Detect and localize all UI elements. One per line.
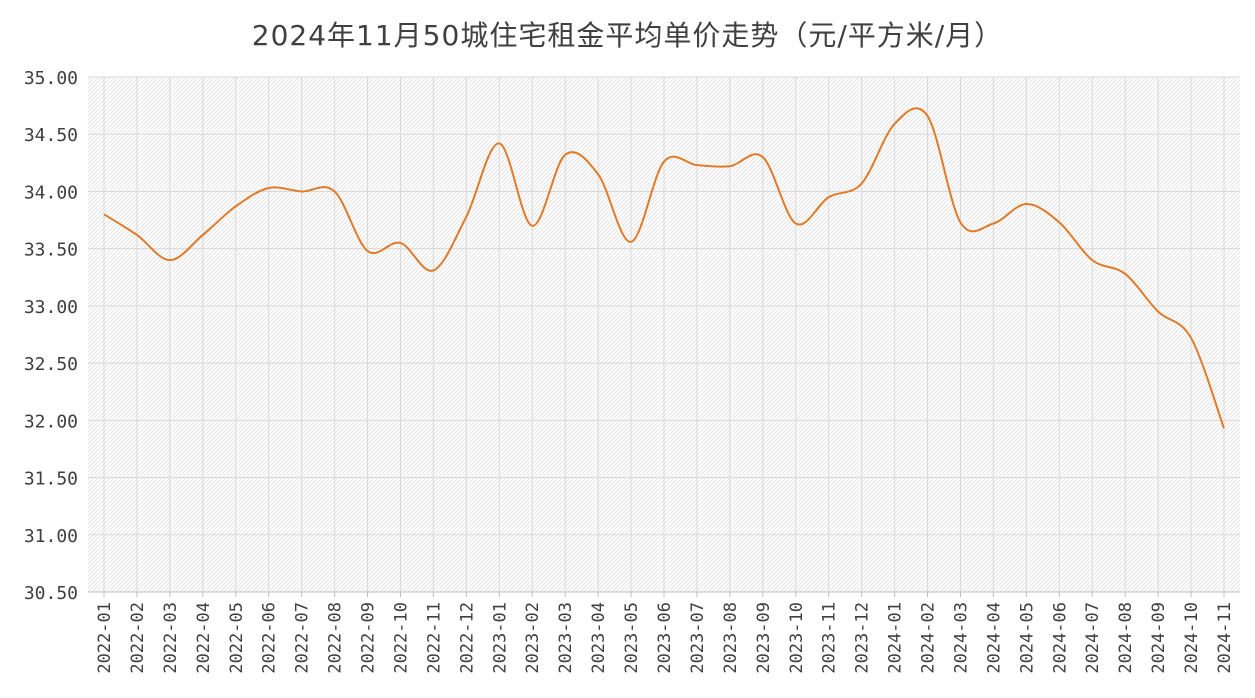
data-point — [267, 187, 270, 190]
x-tick-label: 2022-06 — [260, 602, 280, 674]
data-point — [201, 233, 204, 236]
data-point — [1157, 310, 1160, 313]
x-axis: 2022-01 2022-02 2022-03 2022-04 2022-05 2022-… — [88, 591, 1240, 674]
y-tick-label: 33.00 — [24, 297, 78, 318]
x-tick-label: 2024-09 — [1149, 602, 1169, 674]
x-tick-label: 2023-09 — [754, 602, 774, 674]
data-point — [465, 215, 468, 218]
x-tick-label: 2024-03 — [951, 602, 971, 674]
y-tick-label: 32.50 — [24, 354, 78, 375]
x-tick-label: 2024-08 — [1116, 602, 1136, 674]
data-point — [1124, 272, 1127, 275]
x-tick-label: 2022-07 — [293, 602, 313, 674]
x-tick-label: 2023-02 — [523, 602, 543, 674]
data-point — [1025, 203, 1028, 206]
data-point — [1091, 259, 1094, 262]
x-tick-label: 2023-12 — [853, 602, 873, 674]
x-tick-label: 2022-12 — [457, 602, 477, 674]
x-tick-label: 2023-10 — [787, 602, 807, 674]
x-tick-label: 2023-01 — [490, 602, 510, 674]
x-tick-label: 2022-01 — [95, 602, 115, 674]
data-point — [498, 142, 501, 145]
y-tick-label: 31.00 — [24, 526, 78, 547]
data-point — [992, 222, 995, 225]
data-point — [959, 221, 962, 224]
x-tick-label: 2023-05 — [622, 602, 642, 674]
data-point — [1190, 336, 1193, 339]
data-point — [728, 165, 731, 168]
x-tick-label: 2024-10 — [1182, 602, 1202, 674]
data-point — [366, 249, 369, 252]
x-tick-label: 2023-11 — [820, 602, 840, 674]
x-tick-label: 2022-03 — [161, 602, 181, 674]
series-layer — [103, 107, 1226, 430]
x-tick-label: 2022-09 — [359, 602, 379, 674]
x-tick-label: 2022-08 — [326, 602, 346, 674]
x-tick-label: 2023-03 — [556, 602, 576, 674]
data-point — [663, 160, 666, 163]
x-tick-label: 2024-06 — [1050, 602, 1070, 674]
x-tick-label: 2024-01 — [886, 602, 906, 674]
chart-title: 2024年11月50城住宅租金平均单价走势（元/平方米/月） — [251, 19, 1004, 52]
data-point — [893, 122, 896, 125]
data-point — [432, 269, 435, 272]
y-tick-label: 34.00 — [24, 182, 78, 203]
data-point — [695, 164, 698, 167]
x-tick-label: 2023-06 — [655, 602, 675, 674]
series-line — [103, 107, 1225, 429]
x-tick-label: 2022-11 — [424, 602, 444, 674]
data-point — [597, 173, 600, 176]
data-point — [168, 259, 171, 262]
data-point — [827, 196, 830, 199]
data-point — [333, 190, 336, 193]
data-point — [1223, 427, 1226, 430]
y-tick-label: 33.50 — [24, 240, 78, 261]
x-tick-label: 2024-11 — [1215, 602, 1235, 674]
y-tick-label: 30.50 — [24, 583, 78, 604]
y-tick-label: 31.50 — [24, 469, 78, 490]
x-tick-label: 2024-05 — [1017, 602, 1037, 674]
gridlines — [88, 76, 1240, 593]
data-point — [103, 213, 106, 216]
data-point — [564, 153, 567, 156]
x-tick-label: 2022-10 — [391, 602, 411, 674]
data-point — [794, 222, 797, 225]
x-tick-label: 2022-04 — [194, 602, 214, 674]
x-tick-label: 2022-02 — [128, 602, 148, 674]
data-point — [300, 190, 303, 193]
y-tick-label: 32.00 — [24, 411, 78, 432]
x-tick-label: 2023-04 — [589, 602, 609, 674]
data-point — [860, 182, 863, 185]
x-tick-label: 2024-04 — [984, 602, 1004, 674]
y-axis: 35.00 34.50 34.00 33.50 33.00 32.50 32.00 31.50… — [24, 68, 78, 604]
data-point — [234, 205, 237, 208]
data-point — [135, 233, 138, 236]
data-point — [1058, 221, 1061, 224]
x-tick-label: 2023-08 — [721, 602, 741, 674]
data-point — [531, 224, 534, 227]
data-point — [761, 156, 764, 159]
y-tick-label: 35.00 — [24, 68, 78, 89]
x-tick-label: 2023-07 — [688, 602, 708, 674]
x-tick-label: 2022-05 — [227, 602, 247, 674]
y-tick-label: 34.50 — [24, 125, 78, 146]
data-point — [926, 114, 929, 117]
data-point — [630, 240, 633, 243]
x-tick-label: 2024-02 — [919, 602, 939, 674]
x-tick-label: 2024-07 — [1083, 602, 1103, 674]
data-point — [399, 241, 402, 244]
